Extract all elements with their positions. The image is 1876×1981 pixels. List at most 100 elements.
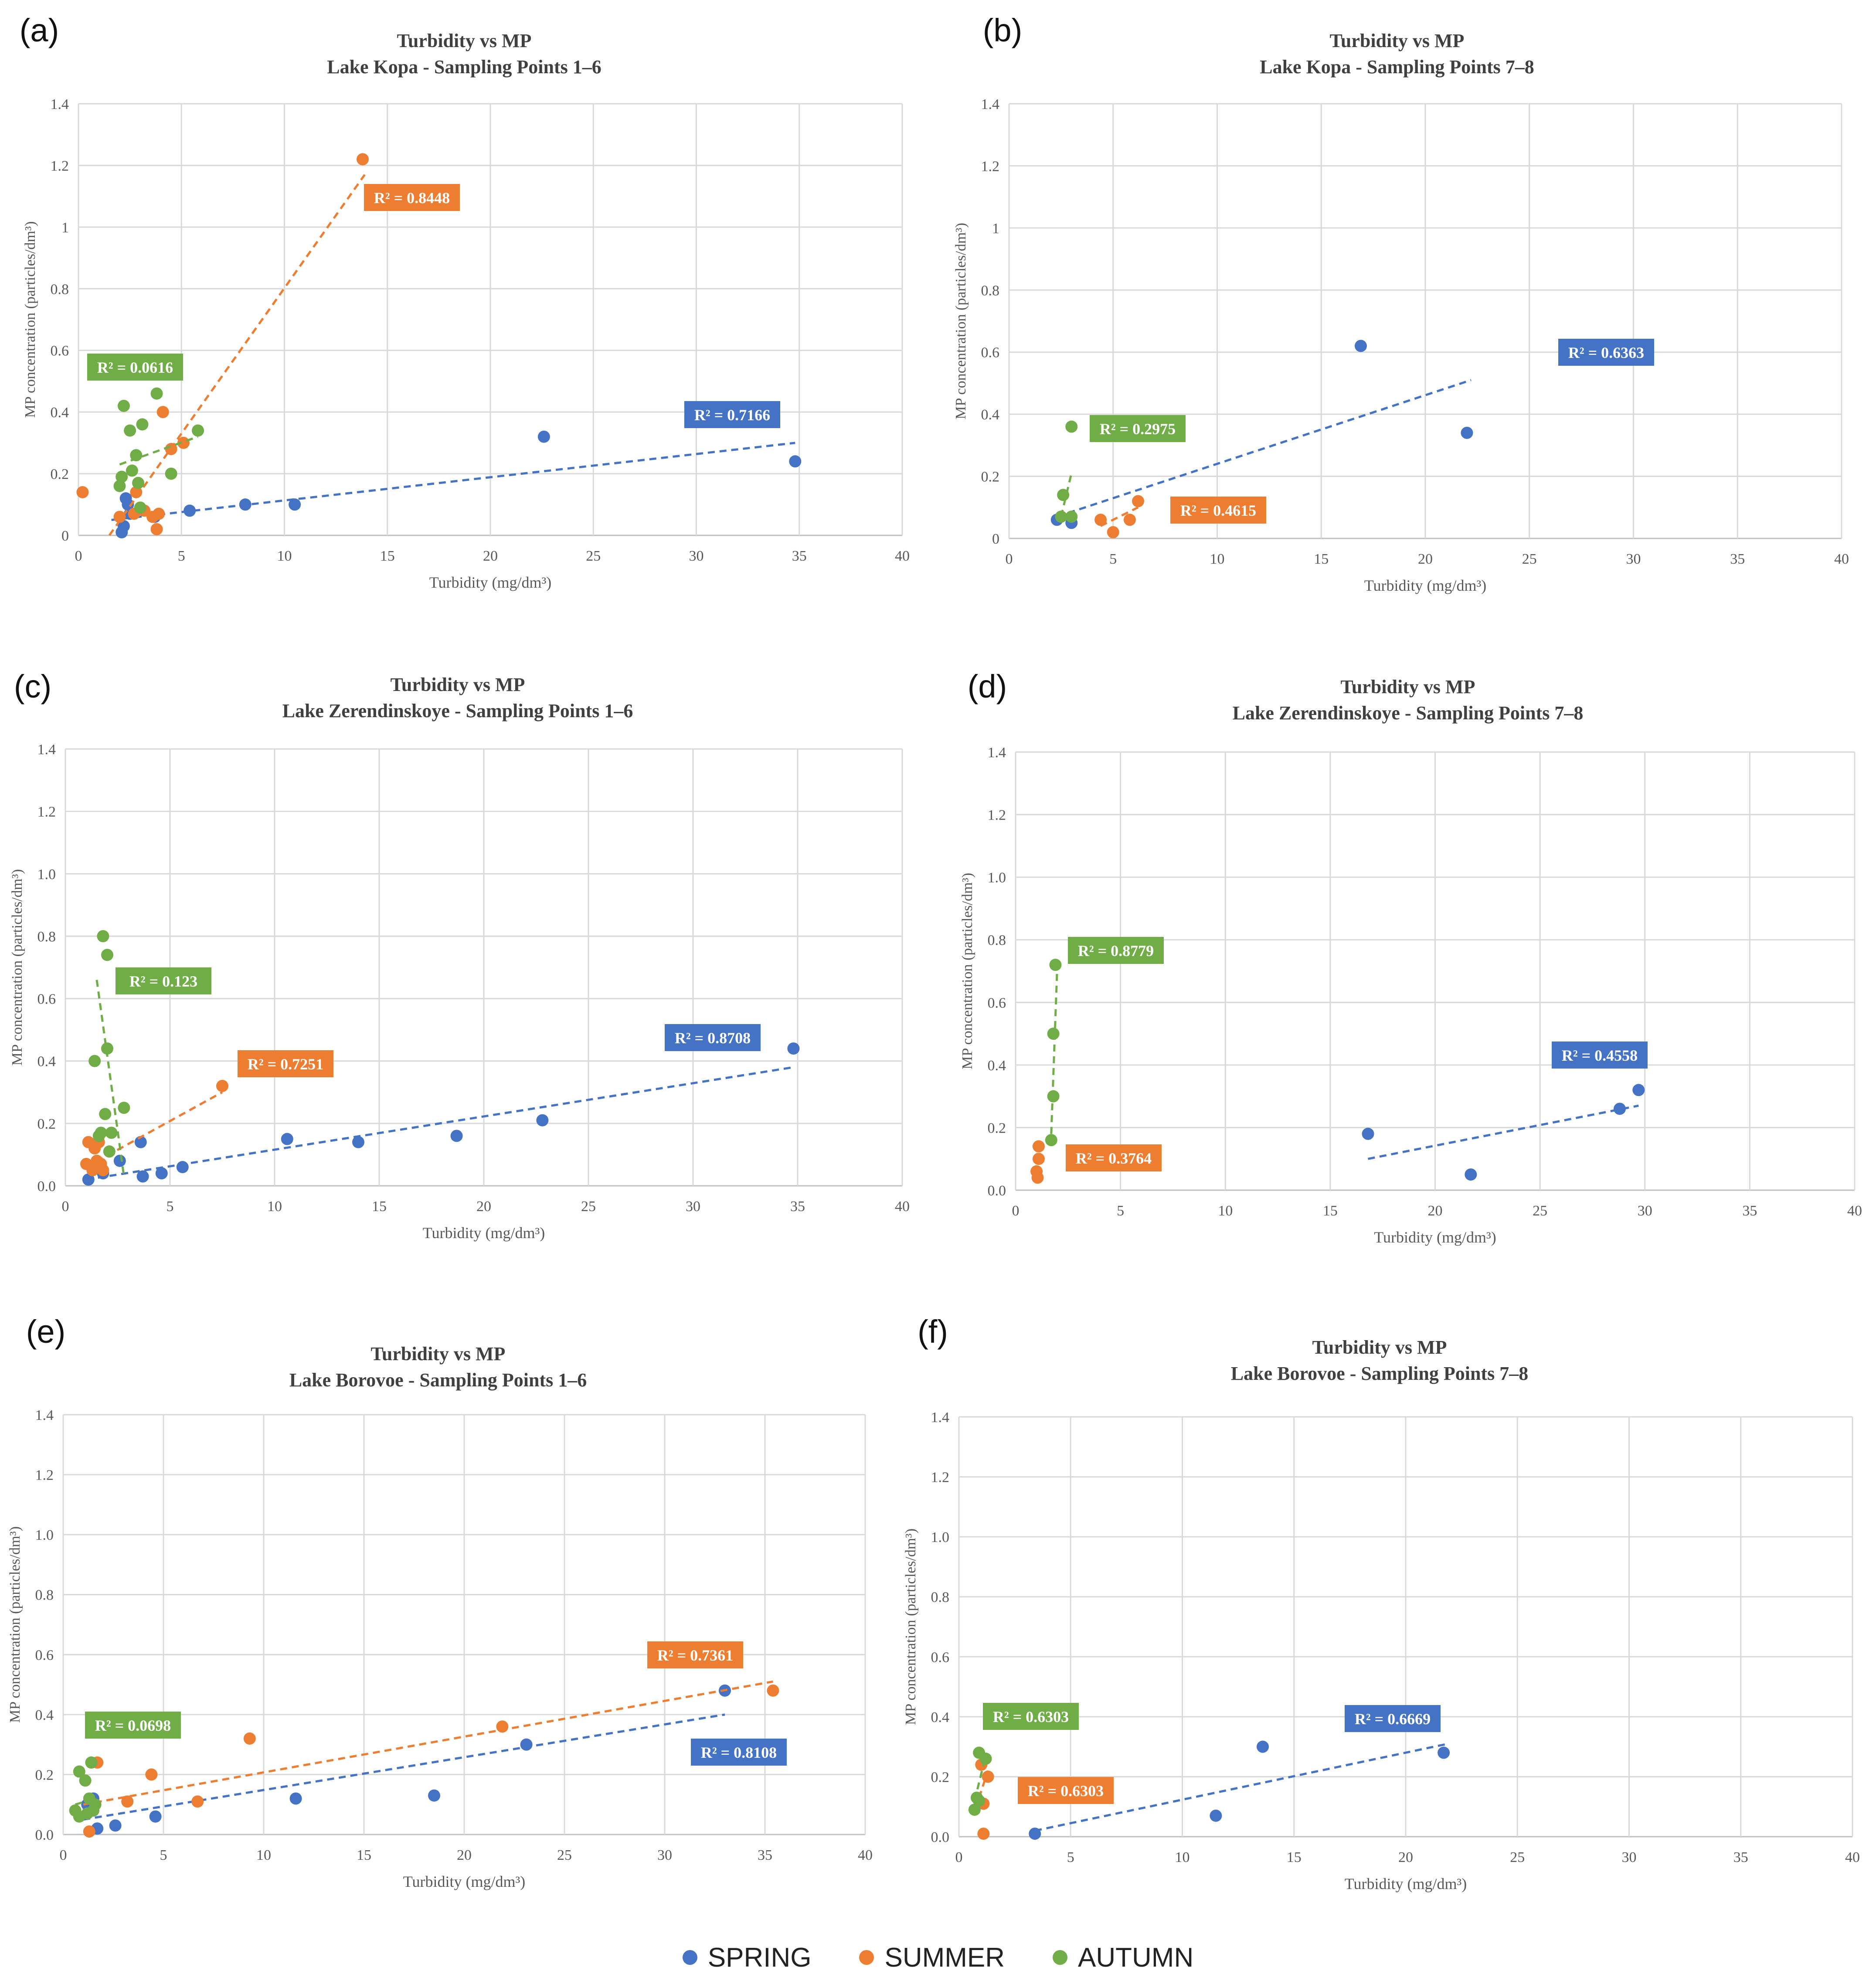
y-axis-label: MP concentration (particles/dm³) <box>953 223 969 419</box>
x-tick-label: 40 <box>895 548 910 564</box>
chart-subtitle: Lake Zerendinskoye - Sampling Points 7–8 <box>1233 702 1584 724</box>
r2-label-summer: R² = 0.7361 <box>657 1647 733 1664</box>
data-point-autumn <box>97 930 109 943</box>
x-tick-label: 35 <box>790 1198 805 1215</box>
x-tick-label: 0 <box>1012 1203 1020 1219</box>
data-point-spring <box>1632 1084 1645 1096</box>
trendline-spring <box>1057 379 1472 518</box>
y-tick-label: 1.0 <box>931 1529 950 1545</box>
x-axis-label: Turbidity (mg/dm³) <box>423 1224 545 1242</box>
y-tick-label: 0.6 <box>931 1649 950 1665</box>
y-tick-label: 1.0 <box>35 1527 54 1543</box>
data-point-spring <box>184 504 196 517</box>
data-point-summer <box>767 1684 779 1697</box>
chart-panel-f: (f) Turbidity vs MP Lake Borovoe - Samplin… <box>903 1314 1860 1893</box>
data-point-autumn <box>165 467 177 480</box>
data-point-summer <box>496 1720 509 1733</box>
x-tick-label: 35 <box>1730 551 1745 567</box>
legend-item-autumn: AUTUMN <box>1053 1942 1193 1973</box>
data-point-summer <box>121 1795 134 1808</box>
trendline-autumn <box>95 980 125 1177</box>
r2-label-summer: R² = 0.3764 <box>1076 1150 1152 1167</box>
panel-label: (c) <box>14 668 51 705</box>
trendline-spring <box>86 1066 794 1181</box>
y-tick-label: 1.4 <box>51 96 69 112</box>
data-point-summer <box>156 406 169 419</box>
y-tick-label: 1.2 <box>37 804 56 820</box>
y-tick-label: 1.4 <box>931 1409 950 1426</box>
y-tick-label: 1.0 <box>988 870 1006 886</box>
x-tick-label: 25 <box>1522 551 1537 567</box>
chart-title: Turbidity vs MP <box>371 1343 506 1365</box>
x-tick-label: 30 <box>1638 1203 1652 1219</box>
data-point-summer <box>1107 526 1119 538</box>
data-point-summer <box>982 1770 994 1783</box>
r2-label-spring: R² = 0.4558 <box>1562 1047 1638 1064</box>
data-point-summer <box>86 1164 99 1177</box>
data-point-autumn <box>117 400 130 412</box>
chart-panel-b: (b) Turbidity vs MP Lake Kopa - Sampling P… <box>953 12 1849 594</box>
x-tick-label: 0 <box>60 1847 67 1863</box>
data-point-autumn <box>88 1055 101 1067</box>
trendline-autumn <box>1060 473 1073 517</box>
y-axis-label: MP concentration (particles/dm³) <box>9 869 25 1066</box>
legend-label-summer: SUMMER <box>884 1942 1005 1973</box>
y-tick-label: 0.4 <box>981 407 1000 423</box>
legend-label-autumn: AUTUMN <box>1078 1942 1194 1973</box>
r2-badge-summer <box>1066 1144 1162 1171</box>
r2-label-summer: R² = 0.4615 <box>1180 502 1256 519</box>
data-point-summer <box>76 486 89 498</box>
data-point-spring <box>1257 1740 1269 1753</box>
data-point-summer <box>357 153 369 166</box>
y-tick-label: 0 <box>61 528 69 544</box>
x-tick-label: 35 <box>758 1847 772 1863</box>
trendline-summer <box>1100 506 1139 527</box>
r2-label-summer: R² = 0.8448 <box>374 189 450 207</box>
legend-item-spring: SPRING <box>682 1942 811 1973</box>
y-tick-label: 0.8 <box>51 281 69 297</box>
y-tick-label: 0.0 <box>35 1827 54 1843</box>
y-tick-label: 0.4 <box>37 1054 56 1070</box>
x-tick-label: 10 <box>277 548 292 564</box>
chart-title: Turbidity vs MP <box>1341 676 1475 698</box>
r2-badge-spring <box>691 1739 787 1766</box>
data-point-autumn <box>192 424 204 437</box>
y-tick-label: 1 <box>992 221 999 237</box>
r2-label-autumn: R² = 0.6303 <box>993 1708 1069 1726</box>
data-point-summer <box>1132 495 1145 507</box>
data-point-autumn <box>1065 511 1078 523</box>
data-point-summer <box>130 486 143 498</box>
data-point-autumn <box>101 949 113 961</box>
y-tick-label: 0.6 <box>35 1647 54 1663</box>
y-tick-label: 0.0 <box>37 1178 56 1195</box>
trendline-spring <box>83 1713 725 1821</box>
chart-subtitle: Lake Borovoe - Sampling Points 7–8 <box>1231 1363 1528 1384</box>
x-axis-label: Turbidity (mg/dm³) <box>1345 1875 1467 1893</box>
data-point-summer <box>150 523 163 535</box>
y-tick-label: 0.6 <box>51 343 69 359</box>
r2-badge-autumn <box>87 354 183 381</box>
data-point-autumn <box>95 1127 107 1139</box>
data-point-autumn <box>116 470 128 483</box>
data-point-spring <box>281 1133 293 1145</box>
x-tick-label: 30 <box>686 1198 700 1215</box>
data-point-autumn <box>79 1774 92 1787</box>
y-tick-label: 0.0 <box>988 1183 1006 1199</box>
legend-swatch-spring <box>682 1950 697 1965</box>
data-point-spring <box>1029 1828 1041 1840</box>
trendline-autumn <box>1050 958 1059 1134</box>
y-tick-label: 1.2 <box>51 158 69 174</box>
r2-badge-summer <box>238 1050 333 1077</box>
x-tick-label: 5 <box>1109 551 1117 567</box>
panel-label: (f) <box>918 1314 948 1350</box>
r2-label-autumn: R² = 0.0616 <box>97 359 173 376</box>
data-point-autumn <box>103 1145 116 1158</box>
x-axis-label: Turbidity (mg/dm³) <box>1364 577 1487 594</box>
chart-subtitle: Lake Zerendinskoye - Sampling Points 1–6 <box>282 700 633 722</box>
r2-badge-spring <box>1558 339 1654 366</box>
x-tick-label: 0 <box>1006 551 1013 567</box>
x-tick-label: 0 <box>955 1849 963 1865</box>
r2-badge-spring <box>1345 1705 1441 1732</box>
legend-item-summer: SUMMER <box>859 1942 1005 1973</box>
data-point-autumn <box>136 418 149 431</box>
